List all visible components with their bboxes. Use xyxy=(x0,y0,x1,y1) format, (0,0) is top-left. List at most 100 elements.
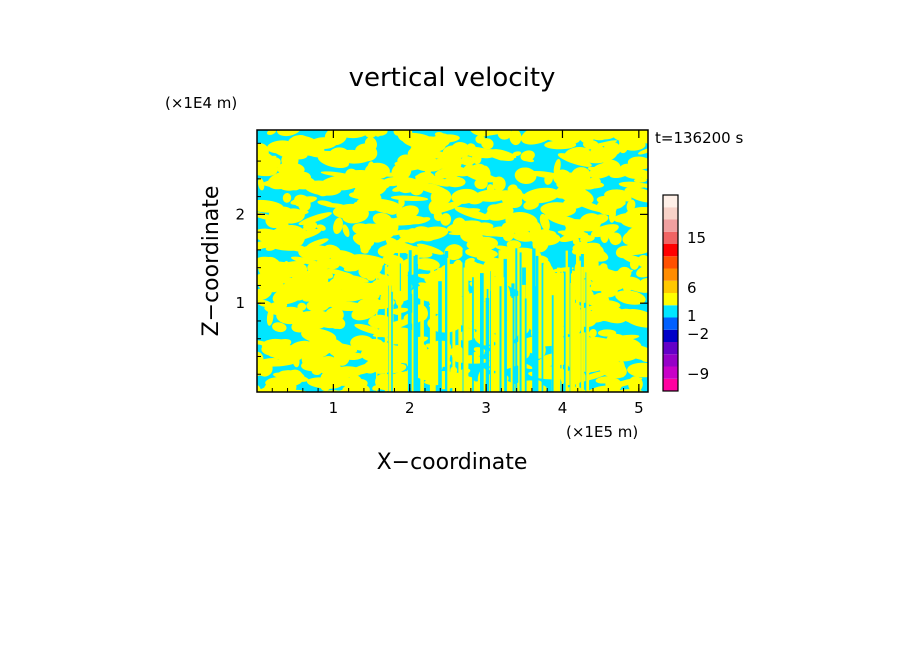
updraft-blob xyxy=(514,167,537,184)
y-unit-label: (×1E4 m) xyxy=(165,94,237,112)
updraft-blob xyxy=(337,367,358,377)
updraft-blob xyxy=(446,156,471,165)
updraft-blob xyxy=(366,161,375,179)
updraft-blob xyxy=(360,237,372,253)
updraft-blob xyxy=(522,233,536,241)
vertical-streak xyxy=(464,262,469,392)
updraft-blob xyxy=(288,135,317,150)
updraft-blob xyxy=(613,212,648,224)
updraft-blob xyxy=(313,264,320,279)
updraft-blob xyxy=(571,242,601,256)
updraft-blob xyxy=(540,230,557,241)
updraft-blob xyxy=(411,217,431,225)
updraft-blob xyxy=(450,262,487,277)
updraft-blob xyxy=(488,176,503,184)
updraft-blob xyxy=(393,130,403,136)
updraft-blob xyxy=(285,374,298,388)
updraft-blob xyxy=(624,315,648,323)
vertical-streak xyxy=(447,257,450,392)
updraft-blob xyxy=(560,231,576,238)
updraft-blob xyxy=(608,310,619,322)
updraft-blob xyxy=(274,339,285,352)
updraft-blob xyxy=(339,344,358,354)
updraft-blob xyxy=(451,142,471,158)
updraft-blob xyxy=(430,200,463,214)
updraft-blob xyxy=(278,393,315,403)
updraft-blob xyxy=(629,258,640,270)
updraft-blob xyxy=(469,163,486,177)
updraft-blob xyxy=(606,192,626,209)
updraft-blob xyxy=(281,152,299,169)
vertical-streak xyxy=(452,290,456,392)
updraft-blob xyxy=(354,143,378,162)
updraft-blob xyxy=(618,139,629,154)
updraft-blob xyxy=(557,153,592,167)
colorbar-frame xyxy=(662,194,679,392)
updraft-blob xyxy=(430,188,452,206)
updraft-blob xyxy=(487,201,516,212)
updraft-blob xyxy=(507,184,518,193)
updraft-blob xyxy=(346,384,370,392)
updraft-blob xyxy=(627,362,648,378)
updraft-blob xyxy=(294,347,329,359)
updraft-blob xyxy=(276,130,302,137)
x-tick-label-2: 2 xyxy=(405,399,415,417)
updraft-blob xyxy=(352,223,372,236)
updraft-blob xyxy=(327,130,338,144)
updraft-blob xyxy=(612,336,642,351)
colorbar-segment-6 xyxy=(663,305,678,318)
updraft-blob xyxy=(400,386,409,392)
colorbar-label-3: 6 xyxy=(687,279,697,297)
x-axis: 1 2 3 4 5 xyxy=(271,130,644,417)
updraft-blob xyxy=(348,191,379,200)
updraft-blob xyxy=(543,259,552,274)
updraft-blob xyxy=(618,181,647,189)
vertical-streak xyxy=(519,252,522,392)
vertical-streak xyxy=(432,285,436,392)
updraft-blob xyxy=(474,178,488,190)
vertical-streak xyxy=(472,277,474,392)
vertical-streak xyxy=(413,255,416,392)
vertical-streak xyxy=(463,267,466,392)
vertical-streak xyxy=(541,263,544,392)
updraft-blob xyxy=(599,274,627,291)
updraft-blob xyxy=(520,130,556,145)
updraft-blob xyxy=(415,171,435,184)
colorbar-label-4: 15 xyxy=(687,229,706,247)
vertical-streak xyxy=(515,248,518,392)
updraft-blob xyxy=(540,202,577,218)
updraft-blob xyxy=(520,150,535,162)
vertical-streak xyxy=(576,253,580,392)
updraft-blob xyxy=(324,244,341,255)
vertical-streak xyxy=(438,281,442,392)
updraft-blob xyxy=(291,266,306,284)
updraft-blob xyxy=(583,235,595,242)
updraft-blob xyxy=(623,195,632,202)
vertical-streak xyxy=(510,298,513,392)
velocity-field xyxy=(257,130,648,403)
vertical-streak xyxy=(524,298,527,392)
vertical-streak xyxy=(511,283,515,392)
vertical-streak xyxy=(501,254,504,392)
plot-frame xyxy=(256,129,649,393)
vertical-streak xyxy=(557,267,561,392)
updraft-blob xyxy=(295,201,305,207)
updraft-blob xyxy=(589,328,597,338)
updraft-blob xyxy=(584,391,621,392)
vertical-streak xyxy=(408,250,412,392)
updraft-blob xyxy=(303,357,310,363)
updraft-blob xyxy=(278,171,312,191)
vertical-streak xyxy=(572,282,576,392)
colorbar-segment-3 xyxy=(663,342,678,355)
x-unit-label: (×1E5 m) xyxy=(566,423,638,441)
updraft-blob xyxy=(302,284,335,299)
updraft-blob xyxy=(506,240,522,250)
updraft-blob xyxy=(476,222,494,231)
updraft-blob xyxy=(495,154,505,161)
updraft-blob xyxy=(471,152,482,165)
vertical-streak xyxy=(532,248,536,392)
updraft-blob xyxy=(615,290,646,305)
updraft-blob xyxy=(408,135,424,149)
updraft-blob xyxy=(281,282,301,299)
updraft-blob xyxy=(279,209,309,217)
